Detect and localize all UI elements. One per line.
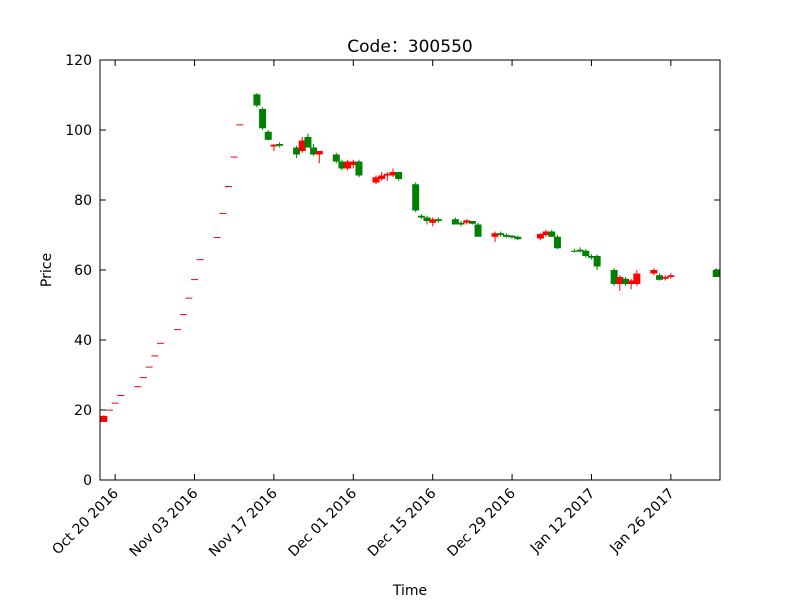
candle-body (536, 233, 544, 239)
y-tick-label: 20 (74, 403, 92, 419)
candle-body (553, 236, 561, 249)
x-axis-label: Time (392, 583, 427, 599)
candle-body (355, 161, 363, 176)
candle-body (451, 219, 459, 225)
y-tick-label: 40 (74, 333, 92, 349)
candle-body (304, 137, 312, 148)
y-tick-label: 100 (65, 123, 92, 139)
candle-body (117, 394, 125, 396)
candle-body (219, 212, 227, 214)
y-tick-label: 80 (74, 193, 92, 209)
candle-body (621, 278, 629, 284)
chart-title: Code：300550 (347, 37, 472, 57)
candle-body (151, 355, 159, 357)
candle-body (610, 270, 618, 284)
candle-body (134, 386, 142, 388)
candle-body (225, 186, 233, 187)
candle-body (174, 329, 181, 331)
candle-body (105, 409, 113, 411)
candle-body (570, 250, 578, 252)
candle-body (156, 342, 164, 344)
candle-body (508, 235, 516, 238)
candle-body (389, 172, 397, 176)
candle-body (474, 224, 482, 237)
candle-body (270, 144, 278, 147)
candle-body (310, 147, 318, 155)
candle-body (372, 177, 380, 183)
candle-body (429, 219, 437, 223)
candle-body (587, 256, 595, 258)
candle-body (468, 221, 476, 224)
candle-body (656, 275, 664, 280)
candle-body (434, 219, 442, 221)
candle-body (457, 222, 465, 225)
y-tick-label: 0 (83, 473, 92, 489)
candle-body (417, 215, 425, 218)
candle-body (395, 172, 403, 179)
candle-body (332, 154, 340, 162)
candle-body (179, 314, 187, 316)
candle-body (514, 236, 522, 240)
candle-body (650, 270, 658, 274)
candle-body (111, 402, 119, 404)
candle-body (100, 415, 108, 422)
candle-body (139, 377, 147, 379)
candle-body (582, 250, 590, 256)
candle-body (264, 131, 272, 140)
candle-body (497, 233, 505, 235)
candle-body (542, 231, 550, 235)
candle-body (463, 220, 471, 223)
candle-body (576, 249, 584, 252)
y-tick-label: 60 (74, 263, 92, 279)
candle-body (344, 161, 352, 169)
candle-body (253, 94, 261, 106)
candle-body (230, 156, 238, 158)
candle-body (145, 366, 153, 368)
candle-body (276, 144, 284, 146)
candle-body (412, 184, 420, 211)
y-tick-label: 120 (65, 53, 92, 69)
candle-body (548, 231, 556, 237)
candle-body (338, 161, 346, 169)
candle-body (502, 235, 510, 237)
candle-body (661, 277, 669, 279)
candle-body (667, 275, 675, 277)
candle-body (712, 270, 720, 277)
candle-body (196, 259, 204, 261)
candle-body (315, 151, 323, 155)
candle-body (378, 175, 386, 179)
y-axis-label: Price (39, 253, 55, 287)
candle-body (593, 256, 601, 267)
candle-body (383, 173, 391, 176)
candle-body (191, 279, 199, 281)
candle-body (236, 124, 244, 126)
candle-body (616, 277, 624, 284)
candle-body (298, 140, 306, 151)
candle-body (491, 233, 499, 237)
candle-body (423, 217, 431, 221)
candle-body (633, 273, 641, 284)
candle-body (627, 280, 635, 284)
candle-body (259, 109, 267, 129)
candle-body (213, 237, 221, 239)
candle-body (349, 161, 357, 165)
candle-body (185, 297, 193, 299)
plot-frame (99, 59, 721, 481)
candle-body (293, 147, 301, 155)
